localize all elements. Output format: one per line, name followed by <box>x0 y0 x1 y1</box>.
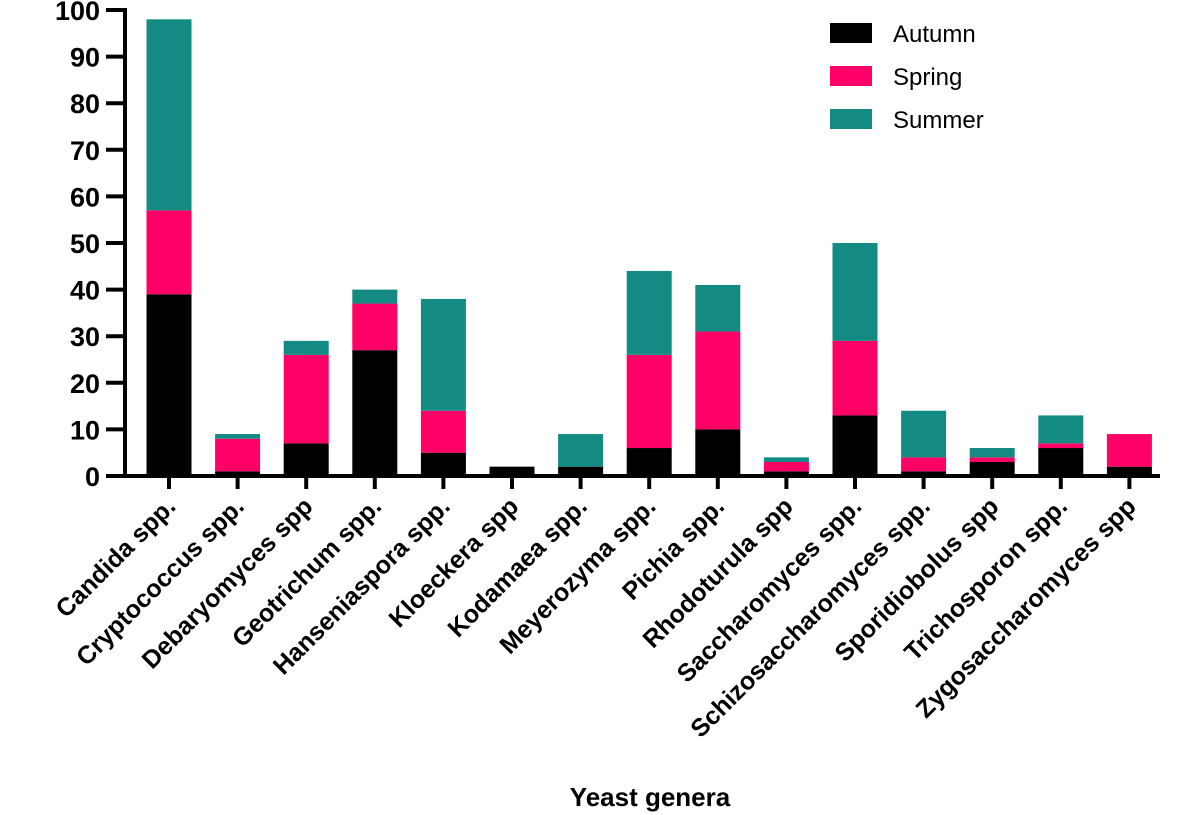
y-tick-label: 90 <box>70 43 100 73</box>
bar-segment-autumn <box>489 466 535 476</box>
bar-segment-spring <box>146 210 192 295</box>
bar-segment-summer <box>420 298 466 411</box>
legend-label-autumn: Autumn <box>893 21 976 48</box>
bar-segment-spring <box>763 462 809 472</box>
y-tick-label: 30 <box>70 322 100 352</box>
bar-segment-autumn <box>420 452 466 476</box>
y-tick-label: 100 <box>55 0 100 26</box>
y-axis-ticks: 0 10 20 30 40 50 60 70 80 90 100 <box>55 0 125 492</box>
x-axis-label: Yeast genera <box>570 782 731 812</box>
legend-label-summer: Summer <box>893 107 984 134</box>
bar-segment-autumn <box>832 415 878 476</box>
bar-segment-summer <box>146 19 192 211</box>
bar-segment-spring <box>1106 434 1152 467</box>
bar-segment-autumn <box>283 443 329 476</box>
bar-segment-summer <box>901 410 947 458</box>
y-tick-label: 70 <box>70 136 100 166</box>
bar-segment-spring <box>695 331 741 430</box>
bar-segment-summer <box>352 289 398 304</box>
bar-segment-spring <box>626 354 672 449</box>
bar-segment-summer <box>626 270 672 355</box>
bar-segment-spring <box>1038 443 1084 449</box>
bar-segment-summer <box>283 340 329 355</box>
x-axis-ticks: Candida spp.Cryptococcus spp.Debaryomyce… <box>50 476 1142 743</box>
y-tick-label: 40 <box>70 276 100 306</box>
y-tick-label: 10 <box>70 415 100 445</box>
bar-segment-spring <box>901 457 947 472</box>
bar-segment-spring <box>352 303 398 351</box>
bar-segment-spring <box>215 438 261 472</box>
legend: Autumn Spring Summer <box>830 21 984 134</box>
bar-segment-summer <box>832 243 878 341</box>
bar-segment-autumn <box>763 471 809 476</box>
legend-label-spring: Spring <box>893 64 962 91</box>
bar-segment-summer <box>215 434 261 439</box>
bar-segment-autumn <box>626 448 672 476</box>
legend-swatch-autumn <box>830 23 872 43</box>
bar-segment-spring <box>832 340 878 416</box>
bar-segment-spring <box>969 457 1015 463</box>
bar-segment-autumn <box>146 294 192 476</box>
legend-swatch-spring <box>830 66 872 86</box>
y-tick-label: 80 <box>70 89 100 119</box>
y-tick-label: 20 <box>70 369 100 399</box>
bar-segment-summer <box>1038 415 1084 444</box>
y-tick-label: 0 <box>85 462 100 492</box>
legend-swatch-summer <box>830 109 872 129</box>
bar-segment-summer <box>969 448 1015 458</box>
bar-segment-autumn <box>969 462 1015 476</box>
bar-segment-autumn <box>352 350 398 476</box>
bar-segment-autumn <box>558 466 604 476</box>
bar-segment-autumn <box>901 471 947 476</box>
bar-segment-summer <box>763 457 809 463</box>
bar-segment-spring <box>283 354 329 444</box>
y-tick-label: 60 <box>70 182 100 212</box>
bar-segment-autumn <box>1038 448 1084 476</box>
y-tick-label: 50 <box>70 229 100 259</box>
bar-segment-summer <box>695 284 741 332</box>
bar-segment-spring <box>420 410 466 453</box>
bar-segment-autumn <box>1106 466 1152 476</box>
bars-layer <box>146 19 1152 476</box>
x-tick-label: Candida spp. <box>50 492 181 623</box>
bar-segment-autumn <box>695 429 741 476</box>
bar-segment-summer <box>558 434 604 467</box>
bar-segment-autumn <box>215 471 261 476</box>
